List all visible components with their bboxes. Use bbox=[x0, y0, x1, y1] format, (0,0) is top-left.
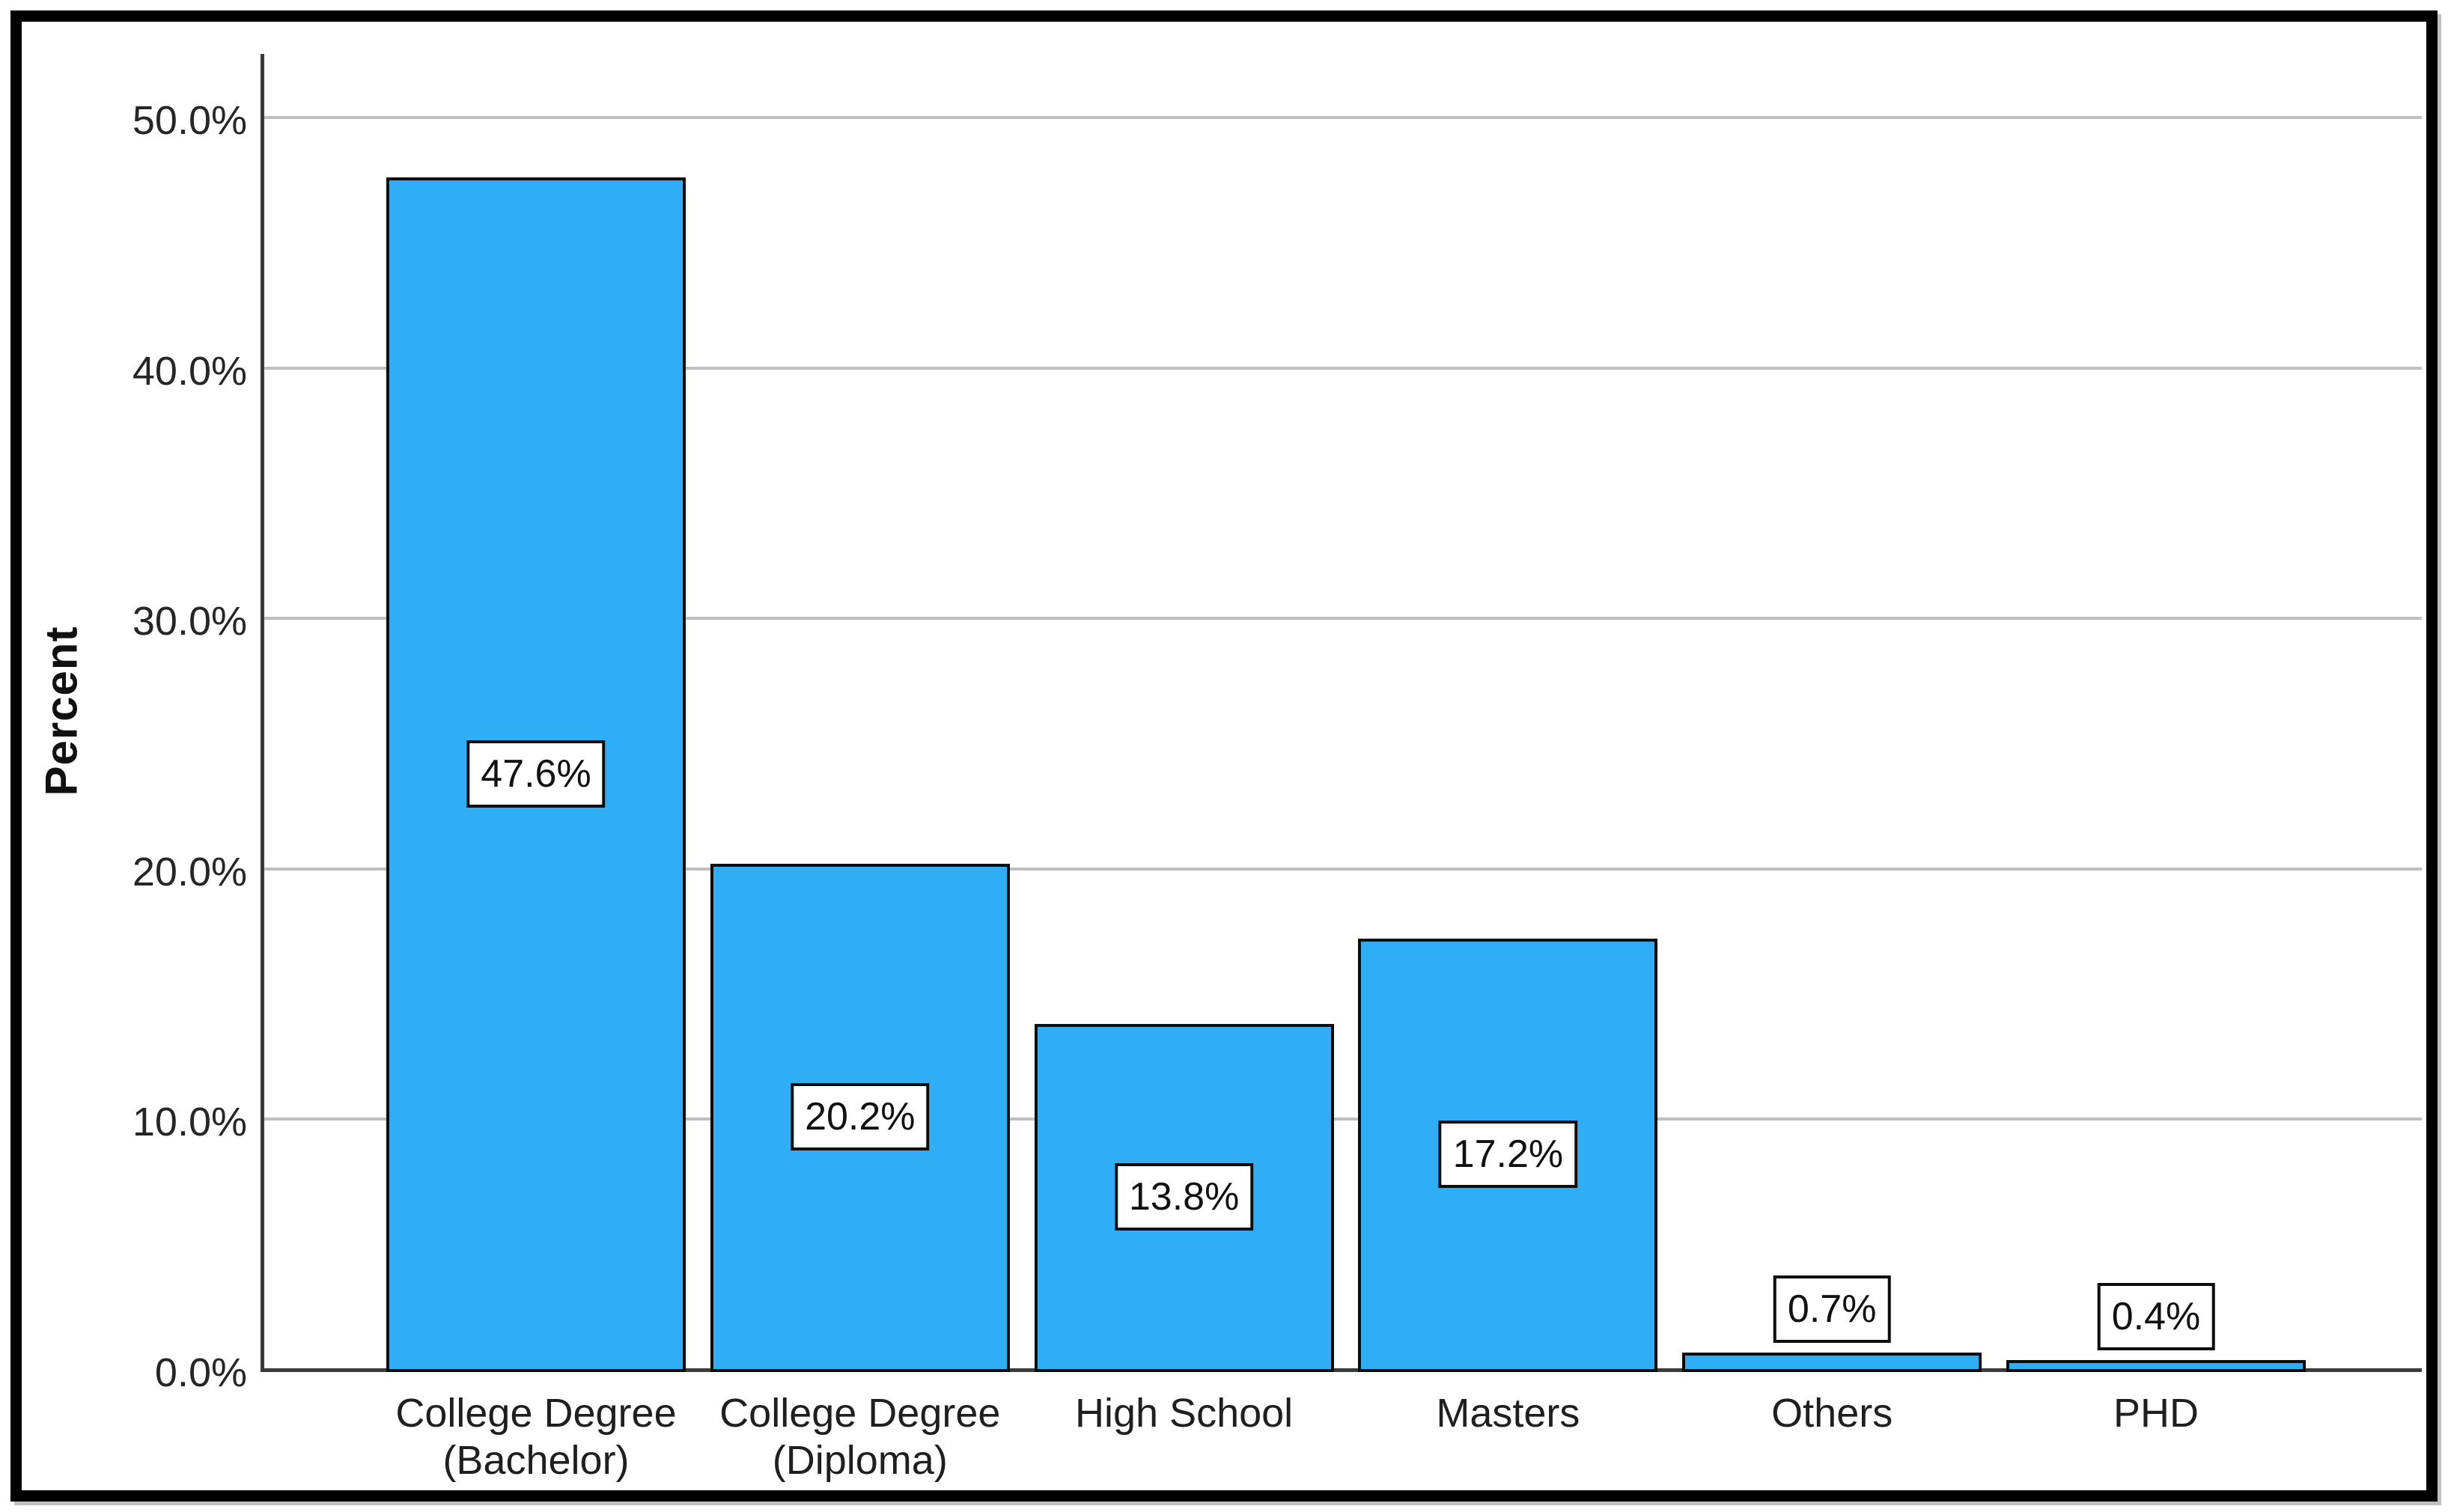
bar-value-label: 20.2% bbox=[791, 1083, 930, 1151]
gridline bbox=[264, 867, 2422, 871]
x-category-label-line: (Bachelor) bbox=[442, 1438, 630, 1483]
x-category-label: PHD bbox=[1961, 1390, 2351, 1437]
y-tick-label: 0.0% bbox=[154, 1350, 247, 1395]
x-category-label-line: Masters bbox=[1436, 1391, 1580, 1436]
x-category-label-line: College Degree bbox=[719, 1391, 1001, 1436]
x-category-label: Masters bbox=[1313, 1390, 1702, 1437]
y-tick-label: 50.0% bbox=[132, 98, 247, 143]
x-category-label-line: PHD bbox=[2113, 1391, 2199, 1436]
x-category-label: Others bbox=[1637, 1390, 2027, 1437]
x-axis-line bbox=[261, 1368, 2422, 1372]
gridline bbox=[264, 1118, 2422, 1121]
x-category-label: College Degree (Bachelor) bbox=[341, 1390, 731, 1484]
gridline bbox=[264, 116, 2422, 119]
x-category-label: High School bbox=[990, 1390, 1379, 1437]
bar-value-label: 13.8% bbox=[1114, 1163, 1254, 1231]
x-category-label-line: Others bbox=[1771, 1391, 1893, 1436]
bar-value-label: 0.4% bbox=[2097, 1282, 2215, 1350]
chart-frame bbox=[10, 10, 2438, 1502]
gridline bbox=[264, 617, 2422, 621]
y-tick-label: 20.0% bbox=[132, 849, 247, 894]
bar-value-label: 0.7% bbox=[1773, 1275, 1891, 1343]
gridline bbox=[264, 366, 2422, 370]
y-tick-label: 30.0% bbox=[132, 599, 247, 644]
bar-value-label: 17.2% bbox=[1438, 1121, 1578, 1189]
y-tick-label: 10.0% bbox=[132, 1100, 247, 1145]
bar-value-label: 47.6% bbox=[466, 740, 606, 808]
x-category-label-line: College Degree bbox=[395, 1391, 677, 1436]
y-axis-line bbox=[261, 54, 264, 1372]
x-category-label-line: High School bbox=[1075, 1391, 1294, 1436]
x-category-label: College Degree (Diploma) bbox=[666, 1390, 1055, 1484]
bar bbox=[2006, 1359, 2306, 1372]
bar bbox=[1682, 1352, 1982, 1372]
x-category-label-line: (Diploma) bbox=[772, 1438, 948, 1483]
y-tick-label: 40.0% bbox=[132, 348, 247, 394]
